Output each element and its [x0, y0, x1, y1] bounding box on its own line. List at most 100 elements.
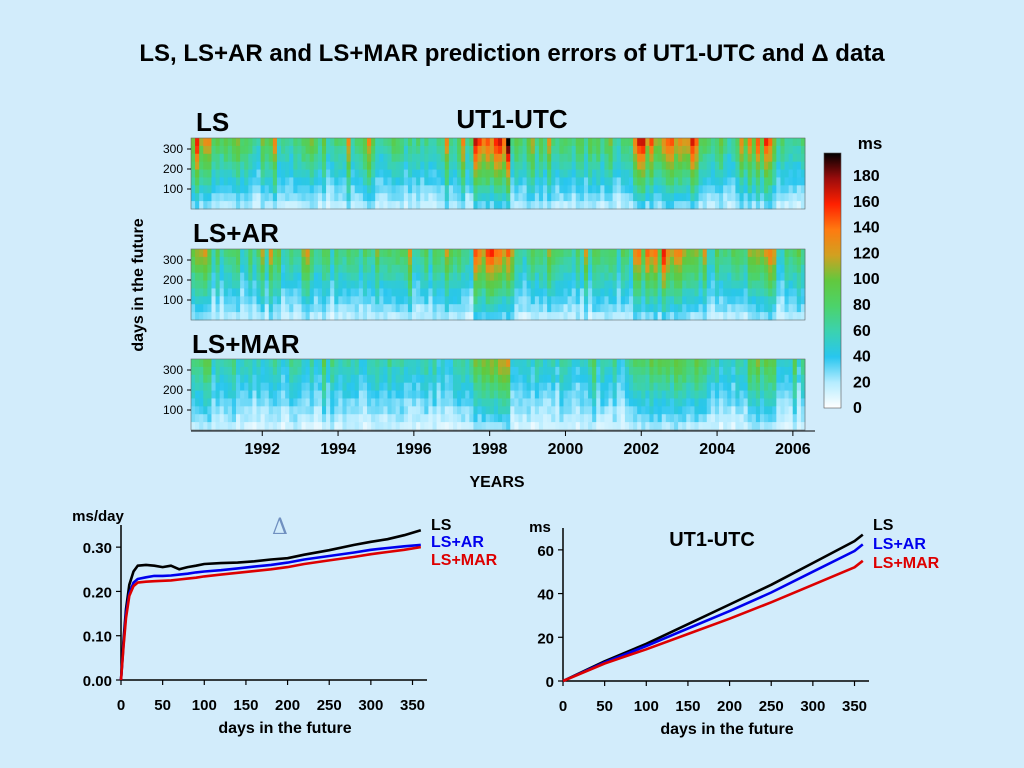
heatmap-cell	[252, 312, 257, 321]
heatmap-cell	[596, 414, 601, 423]
heatmap-cell	[313, 414, 319, 423]
heatmap-cell	[399, 161, 405, 170]
heatmap-cell	[506, 272, 511, 281]
heatmap-cell	[682, 398, 687, 407]
heatmap-cell	[264, 366, 270, 376]
heatmap-cell	[281, 264, 286, 274]
heatmap-cell	[620, 374, 626, 384]
heatmap-cell	[759, 414, 765, 423]
heatmap-cell	[645, 422, 650, 431]
heatmap-cell	[371, 304, 376, 313]
heatmap-cell	[669, 406, 675, 415]
colorbar-tick-label: 140	[853, 220, 880, 237]
heatmap-cell	[285, 264, 290, 274]
heatmap-cell	[784, 256, 790, 266]
heatmap-cell	[477, 398, 483, 407]
heatmap-cell	[719, 422, 724, 431]
heatmap-cell	[633, 185, 638, 194]
heatmap-cell	[195, 201, 200, 210]
heatmap-cell	[706, 304, 712, 313]
heatmap-cell	[375, 382, 380, 391]
heatmap-cell	[719, 390, 724, 399]
heatmap-cell	[223, 169, 229, 178]
heatmap-cell	[518, 414, 523, 423]
heatmap-cell	[571, 280, 577, 289]
heatmap-cell	[759, 256, 765, 266]
heatmap-cell	[452, 422, 458, 431]
heatmap-cell	[236, 359, 241, 368]
heatmap-cell	[211, 422, 216, 431]
heatmap-cell	[375, 153, 380, 163]
heatmap-cell	[338, 145, 343, 155]
heatmap-x-tick-label: 1996	[396, 441, 432, 458]
heatmap-cell	[399, 272, 405, 281]
heatmap-cell	[776, 138, 781, 147]
heatmap-y-tick-label: 200	[163, 162, 183, 176]
heatmap-cell	[604, 296, 609, 305]
heatmap-cell	[452, 272, 458, 281]
heatmap-cell	[493, 145, 499, 155]
heatmap-cell	[481, 359, 487, 368]
heatmap-cell	[506, 406, 511, 415]
heatmap-cell	[628, 256, 634, 266]
heatmap-cell	[698, 280, 704, 289]
heatmap-cell	[448, 288, 454, 297]
heatmap-cell	[694, 422, 699, 431]
heatmap-cell	[452, 414, 458, 423]
heatmap-cell	[559, 304, 564, 313]
heatmap-cell	[391, 374, 397, 384]
heatmap-cell	[240, 414, 245, 423]
heatmap-cell	[633, 414, 638, 423]
heatmap-cell	[796, 374, 802, 384]
heatmap-cell	[285, 382, 290, 391]
heatmap-cell	[514, 264, 519, 274]
heatmap-cell	[559, 145, 564, 155]
heatmap-cell	[788, 138, 794, 147]
heatmap-cell	[543, 264, 548, 274]
heatmap-cell	[248, 374, 253, 384]
heatmap-cell	[616, 177, 622, 186]
heatmap-cell	[493, 249, 499, 258]
heatmap-cell	[731, 382, 736, 391]
heatmap-cell	[481, 256, 487, 266]
heatmap-cell	[755, 366, 761, 376]
heatmap-cell	[321, 138, 327, 147]
heatmap-cell	[223, 145, 229, 155]
heatmap-cell	[534, 145, 540, 155]
heatmap-cell	[448, 153, 454, 163]
heatmap-cell	[457, 272, 462, 281]
heatmap-cell	[264, 382, 270, 391]
heatmap-cell	[432, 193, 437, 202]
heatmap-cell	[457, 366, 462, 376]
heatmap-cell	[678, 296, 683, 305]
heatmap-cell	[649, 296, 654, 305]
heatmap-cell	[231, 359, 237, 368]
heatmap-cell	[543, 422, 548, 431]
heatmap-cell	[317, 414, 323, 423]
heatmap-cell	[219, 359, 225, 368]
heatmap-cell	[215, 249, 221, 258]
heatmap-cell	[702, 296, 708, 305]
heatmap-cell	[191, 288, 196, 297]
heatmap-cell	[571, 366, 577, 376]
heatmap-cell	[420, 296, 425, 305]
heatmap-cell	[219, 374, 225, 384]
heatmap-cell	[612, 272, 618, 281]
heatmap-cell	[354, 296, 360, 305]
heatmap-cell	[236, 390, 241, 399]
heatmap-cell	[309, 201, 315, 210]
heatmap-cell	[256, 138, 261, 147]
heatmap-cell	[244, 304, 249, 313]
heatmap-cell	[526, 374, 532, 384]
heatmap-cell	[461, 288, 466, 297]
heatmap-cell	[444, 153, 450, 163]
heatmap-cell	[281, 145, 286, 155]
heatmap-cell	[600, 390, 605, 399]
heatmap-cell	[698, 272, 704, 281]
heatmap-cell	[498, 366, 503, 376]
heatmap-cell	[432, 280, 437, 289]
heatmap-cell	[518, 398, 523, 407]
heatmap-cell	[379, 366, 384, 376]
heatmap-cell	[407, 390, 413, 399]
heatmap-cell	[612, 366, 618, 376]
